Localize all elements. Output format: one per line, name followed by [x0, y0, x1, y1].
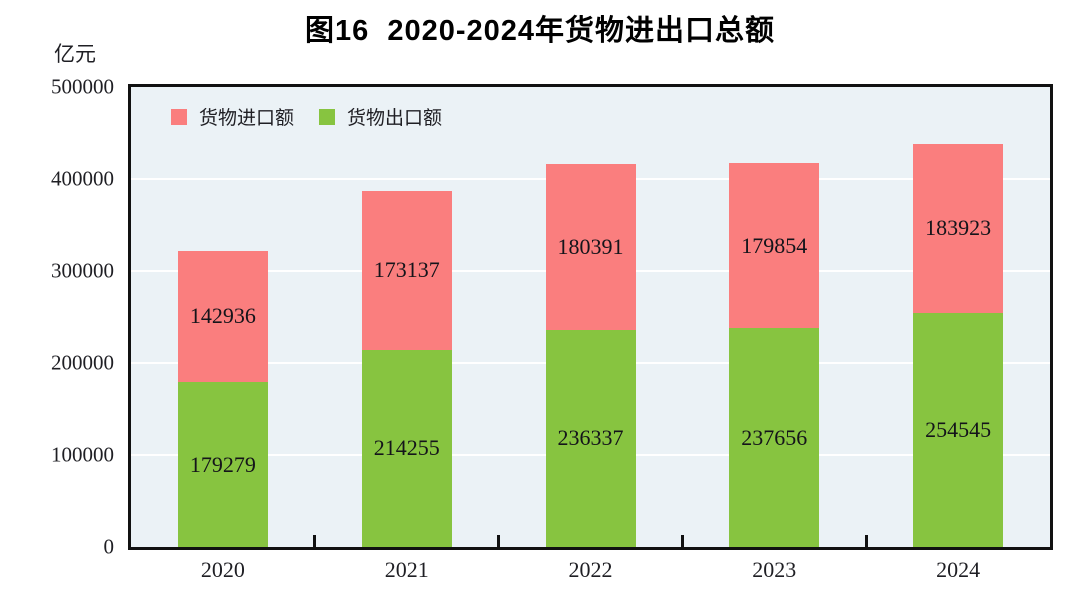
bar-value-label-export-2022: 236337 — [557, 425, 624, 451]
legend-label-import: 货物进口额 — [199, 108, 295, 129]
y-tick-label-300000: 300000 — [51, 258, 114, 283]
legend-swatch-import — [171, 108, 187, 125]
bar-value-label-import-2020: 142936 — [189, 303, 256, 329]
bar-segment-import-2021: 173137 — [361, 190, 452, 350]
bar-segment-import-2023: 179854 — [729, 162, 820, 329]
bar-segment-import-2024: 183923 — [913, 143, 1004, 313]
bar-value-label-export-2020: 179279 — [189, 451, 256, 477]
legend-label-export: 货物出口额 — [347, 108, 443, 129]
bar-segment-export-2024: 254545 — [913, 312, 1004, 547]
chart-title: 图16 2020-2024年货物进出口总额 — [304, 15, 776, 47]
bar-value-label-import-2024: 183923 — [925, 215, 992, 241]
y-tick-label-500000: 500000 — [51, 74, 114, 99]
y-axis-unit-label: 亿元 — [54, 42, 96, 66]
bar-value-label-export-2023: 237656 — [741, 424, 808, 450]
y-tick-label-400000: 400000 — [51, 166, 114, 191]
x-tick-label-2021: 2021 — [384, 557, 429, 582]
bar-segment-export-2020: 179279 — [177, 382, 268, 547]
bar-value-label-import-2022: 180391 — [557, 233, 624, 259]
x-axis-boundary-tick — [313, 535, 317, 547]
x-axis-boundary-tick — [864, 535, 868, 547]
legend-item-import: 货物进口额 — [171, 103, 294, 130]
x-tick-label-2024: 2024 — [936, 557, 981, 582]
bar-segment-export-2023: 237656 — [729, 328, 820, 547]
x-axis-boundary-tick — [497, 535, 501, 547]
bar-segment-export-2021: 214255 — [361, 349, 452, 547]
bar-segment-export-2022: 236337 — [545, 329, 636, 547]
x-axis-boundary-tick — [680, 535, 684, 547]
y-tick-label-200000: 200000 — [51, 350, 114, 375]
y-axis-tick-labels: 0 100000 200000 300000 400000 500000 — [0, 0, 118, 606]
plot-area: 货物进口额 货物出口额 179279 142936 214255 173137 23633… — [128, 84, 1053, 550]
bar-value-label-import-2023: 179854 — [741, 232, 808, 258]
bar-value-label-import-2021: 173137 — [373, 257, 440, 283]
y-tick-label-100000: 100000 — [51, 442, 114, 467]
bar-value-label-export-2024: 254545 — [925, 416, 992, 442]
x-tick-label-2023: 2023 — [752, 557, 797, 582]
bar-value-label-export-2021: 214255 — [373, 435, 440, 461]
legend: 货物进口额 货物出口额 — [171, 103, 442, 130]
x-tick-label-2022: 2022 — [568, 557, 613, 582]
legend-item-export: 货物出口额 — [319, 103, 442, 130]
bar-segment-import-2022: 180391 — [545, 163, 636, 330]
bar-segment-import-2020: 142936 — [177, 250, 268, 383]
legend-swatch-export — [319, 108, 336, 125]
x-tick-label-2020: 2020 — [200, 557, 245, 582]
y-tick-label-0: 0 — [103, 534, 115, 559]
